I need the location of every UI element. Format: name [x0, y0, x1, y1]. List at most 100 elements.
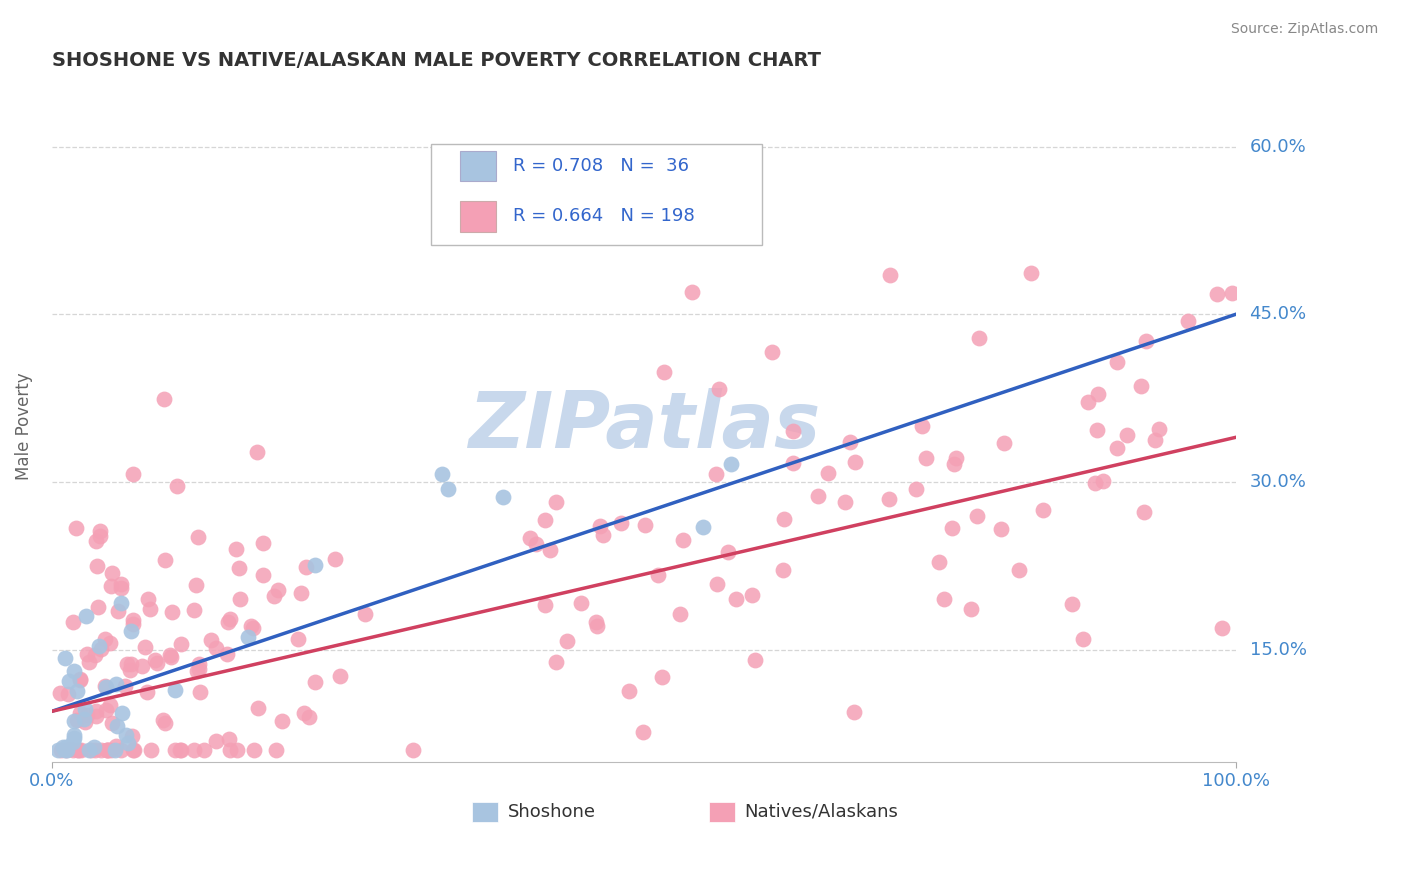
Point — [117, 736, 139, 750]
Text: R = 0.708   N =  36: R = 0.708 N = 36 — [513, 157, 689, 175]
Point — [143, 653, 166, 667]
Point — [329, 669, 352, 683]
Point — [430, 467, 453, 481]
Point — [110, 582, 132, 596]
Text: R = 0.664   N = 198: R = 0.664 N = 198 — [513, 208, 695, 226]
Point — [84, 648, 107, 662]
Point — [905, 482, 928, 496]
Point — [290, 586, 312, 600]
Point — [672, 533, 695, 548]
Point — [1008, 563, 1031, 577]
Point — [238, 630, 260, 644]
Point — [183, 743, 205, 757]
Point — [725, 592, 748, 607]
Point — [960, 601, 983, 615]
Point — [117, 657, 139, 672]
Point — [163, 683, 186, 698]
Point — [53, 743, 76, 757]
Text: 45.0%: 45.0% — [1250, 305, 1306, 323]
Point — [353, 607, 375, 621]
Point — [101, 566, 124, 581]
Point — [267, 582, 290, 597]
Point — [1073, 632, 1095, 646]
Point — [652, 365, 675, 379]
Point — [58, 673, 80, 688]
Point — [110, 577, 132, 591]
Point — [1062, 597, 1084, 611]
Point — [136, 685, 159, 699]
Point — [160, 650, 183, 665]
Point — [114, 680, 136, 694]
Point — [96, 743, 118, 757]
FancyBboxPatch shape — [460, 202, 496, 232]
Point — [58, 687, 80, 701]
FancyBboxPatch shape — [709, 802, 735, 822]
Point — [107, 604, 129, 618]
Point — [76, 708, 98, 723]
Point — [692, 520, 714, 534]
Point — [48, 686, 70, 700]
Point — [159, 648, 181, 662]
Text: 60.0%: 60.0% — [1250, 137, 1306, 155]
Point — [1087, 387, 1109, 401]
Point — [585, 615, 607, 629]
Point — [555, 633, 578, 648]
Point — [169, 743, 191, 757]
Point — [1085, 423, 1108, 437]
Point — [225, 743, 247, 757]
Point — [540, 542, 562, 557]
Point — [1129, 379, 1152, 393]
Point — [1105, 355, 1128, 369]
Point — [1077, 395, 1099, 409]
Point — [69, 673, 91, 687]
Point — [706, 577, 728, 591]
Point — [63, 731, 86, 746]
Point — [84, 708, 107, 723]
Point — [83, 739, 105, 754]
Point — [87, 639, 110, 653]
Point — [287, 632, 309, 646]
Point — [94, 679, 117, 693]
Point — [55, 743, 77, 757]
Point — [75, 609, 97, 624]
Point — [761, 344, 783, 359]
Point — [100, 743, 122, 757]
Point — [1091, 475, 1114, 489]
Point — [844, 455, 866, 469]
Point — [1206, 287, 1229, 301]
Point — [184, 578, 207, 592]
Point — [100, 579, 122, 593]
Point — [619, 684, 641, 698]
Point — [437, 483, 460, 497]
Point — [200, 632, 222, 647]
Point — [66, 684, 89, 698]
Point — [240, 619, 263, 633]
Point — [304, 558, 326, 572]
Point — [252, 568, 274, 582]
Point — [669, 607, 692, 621]
Point — [162, 605, 184, 619]
Point — [741, 588, 763, 602]
Point — [610, 516, 633, 531]
Point — [55, 740, 77, 755]
Point — [86, 599, 108, 614]
Point — [187, 530, 209, 544]
Point — [97, 743, 120, 757]
Point — [879, 268, 901, 282]
Point — [966, 508, 988, 523]
Point — [720, 457, 742, 471]
Point — [76, 647, 98, 661]
Point — [772, 563, 794, 577]
Point — [744, 653, 766, 667]
Point — [219, 612, 242, 626]
Point — [86, 559, 108, 574]
Point — [59, 741, 82, 756]
Point — [242, 743, 264, 757]
Point — [121, 613, 143, 627]
Point — [647, 568, 669, 582]
Point — [782, 456, 804, 470]
Point — [73, 712, 96, 726]
Point — [77, 743, 100, 757]
Text: SHOSHONE VS NATIVE/ALASKAN MALE POVERTY CORRELATION CHART: SHOSHONE VS NATIVE/ALASKAN MALE POVERTY … — [52, 51, 821, 70]
Point — [492, 490, 515, 504]
